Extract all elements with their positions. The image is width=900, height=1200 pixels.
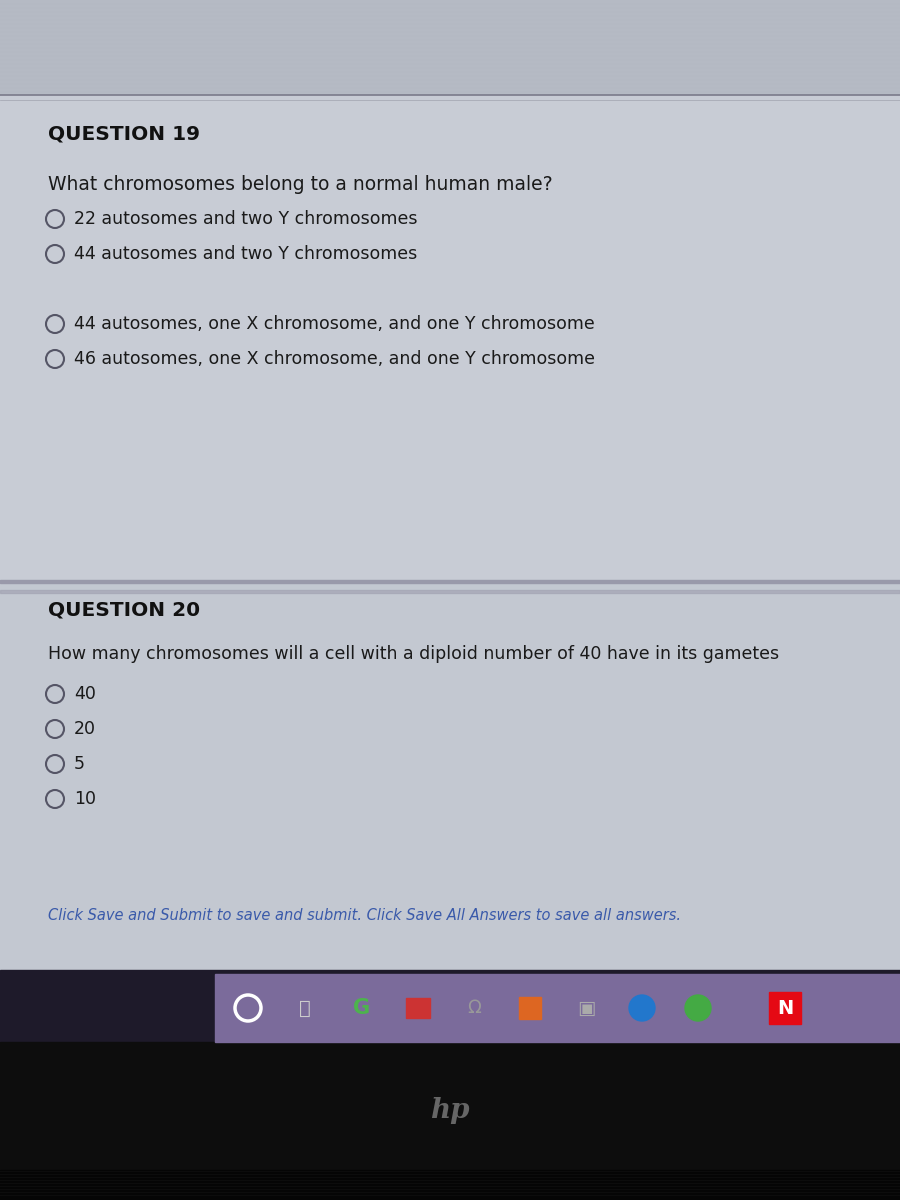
Bar	[769, 992, 801, 1024]
Circle shape	[629, 995, 655, 1021]
Text: 46 autosomes, one X chromosome, and one Y chromosome: 46 autosomes, one X chromosome, and one …	[74, 350, 595, 368]
Bar	[0, 970, 900, 1045]
Circle shape	[685, 995, 711, 1021]
Bar	[0, 583, 900, 974]
Text: How many chromosomes will a cell with a diploid number of 40 have in its gametes: How many chromosomes will a cell with a …	[48, 646, 779, 662]
Bar	[0, 580, 900, 583]
Text: Ω: Ω	[467, 998, 481, 1018]
Text: ⧉: ⧉	[299, 998, 310, 1018]
Text: QUESTION 19: QUESTION 19	[48, 125, 200, 144]
Text: 44 autosomes and two Y chromosomes: 44 autosomes and two Y chromosomes	[74, 245, 418, 263]
Text: 5: 5	[74, 755, 85, 773]
Bar	[519, 997, 541, 1019]
Text: What chromosomes belong to a normal human male?: What chromosomes belong to a normal huma…	[48, 175, 553, 194]
Bar	[0, 590, 900, 593]
Text: ▣: ▣	[577, 998, 595, 1018]
Text: QUESTION 20: QUESTION 20	[48, 600, 200, 619]
Text: hp: hp	[430, 1097, 470, 1123]
Bar	[0, 1042, 900, 1200]
Bar	[0, 1170, 900, 1200]
Bar	[0, 0, 900, 95]
Text: 20: 20	[74, 720, 96, 738]
Text: 40: 40	[74, 685, 96, 703]
Text: Click Save and Submit to save and submit. Click Save All Answers to save all ans: Click Save and Submit to save and submit…	[48, 907, 681, 923]
Bar	[406, 998, 430, 1018]
Text: 44 autosomes, one X chromosome, and one Y chromosome: 44 autosomes, one X chromosome, and one …	[74, 314, 595, 332]
Text: G: G	[354, 998, 371, 1018]
Text: 22 autosomes and two Y chromosomes: 22 autosomes and two Y chromosomes	[74, 210, 418, 228]
Bar	[215, 974, 900, 1042]
Bar	[0, 95, 900, 580]
Text: N: N	[777, 998, 793, 1018]
Text: 10: 10	[74, 790, 96, 808]
